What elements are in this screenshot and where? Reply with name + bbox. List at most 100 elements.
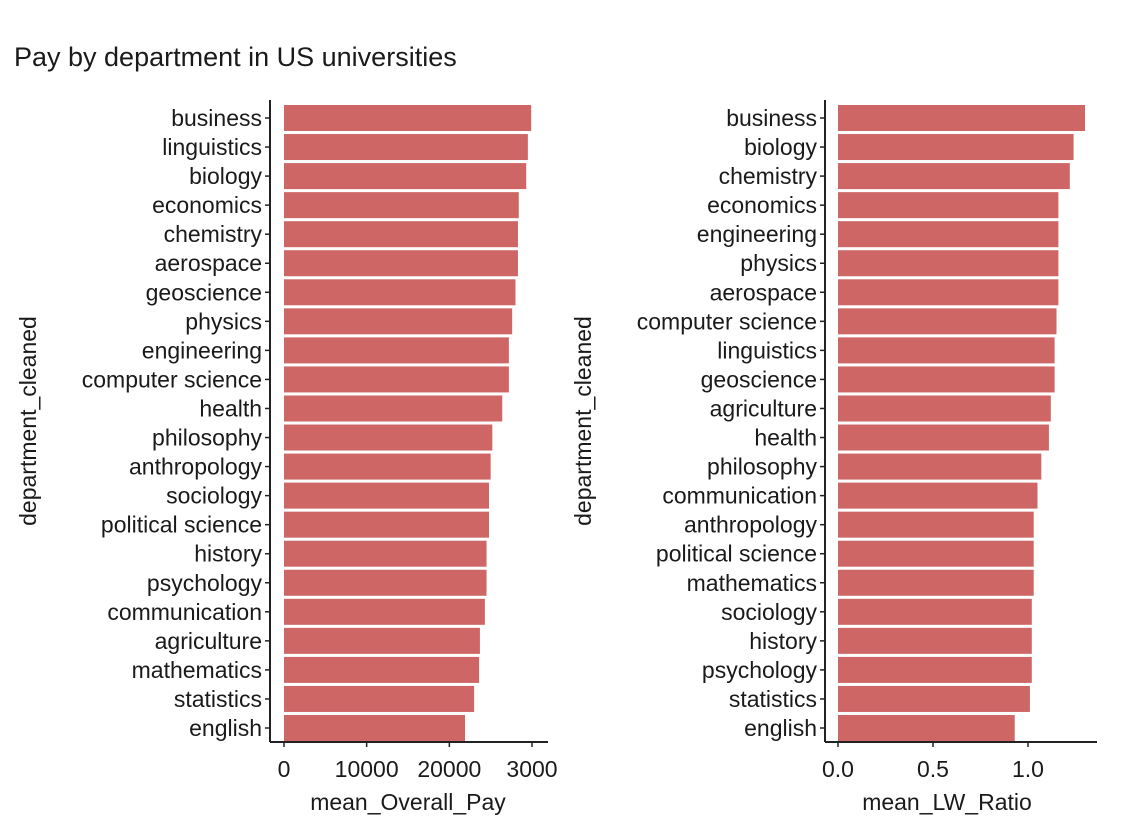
y-tick-label: political science: [656, 541, 817, 567]
y-tick-label: engineering: [142, 337, 262, 363]
bar-agriculture: [284, 627, 480, 654]
x-tick-label: 0.0: [822, 756, 854, 782]
y-tick-label: aerospace: [155, 250, 262, 276]
x-tick-label: 1.0: [1012, 756, 1044, 782]
y-tick-label: geoscience: [146, 279, 262, 305]
y-tick-label: statistics: [174, 686, 262, 712]
bar-business: [284, 105, 532, 131]
y-tick-label: anthropology: [129, 454, 262, 480]
y-tick-label: statistics: [729, 686, 817, 712]
bar-sociology: [838, 598, 1032, 625]
bar-geoscience: [284, 279, 516, 306]
y-tick-label: mathematics: [687, 570, 817, 596]
y-tick-label: psychology: [702, 657, 818, 683]
y-tick-label: psychology: [147, 570, 263, 596]
y-tick-label: business: [171, 105, 262, 131]
y-tick-label: biology: [744, 134, 817, 160]
bar-biology: [284, 163, 527, 190]
bar-aerospace: [838, 279, 1059, 306]
x-axis-title: mean_Overall_Pay: [310, 789, 506, 815]
y-tick-label: engineering: [697, 221, 817, 247]
y-tick-label: chemistry: [164, 221, 263, 247]
bar-political-science: [284, 511, 490, 538]
bar-history: [284, 540, 487, 567]
y-tick-label: english: [744, 715, 817, 741]
bar-agriculture: [838, 395, 1051, 422]
y-tick-label: geoscience: [701, 366, 817, 392]
x-axis-title: mean_LW_Ratio: [862, 789, 1032, 815]
bar-anthropology: [284, 453, 491, 480]
x-tick-label: 20000: [417, 756, 481, 782]
y-tick-label: agriculture: [710, 395, 817, 421]
y-tick-label: anthropology: [684, 512, 817, 538]
bar-health: [284, 395, 503, 422]
bar-linguistics: [284, 134, 528, 161]
bar-business: [838, 105, 1085, 131]
y-tick-label: linguistics: [717, 337, 817, 363]
x-tick-label: 10000: [335, 756, 399, 782]
y-tick-label: physics: [740, 250, 817, 276]
bar-political-science: [838, 540, 1034, 567]
chart-title: Pay by department in US universities: [14, 42, 457, 72]
bar-statistics: [838, 685, 1030, 712]
y-tick-label: computer science: [637, 308, 817, 334]
bar-economics: [838, 192, 1059, 219]
bar-philosophy: [284, 424, 493, 451]
y-tick-label: sociology: [166, 483, 262, 509]
y-tick-label: political science: [101, 512, 262, 538]
bar-physics: [284, 308, 513, 335]
bar-aerospace: [284, 250, 518, 277]
bar-english: [284, 715, 466, 741]
y-tick-label: business: [726, 105, 817, 131]
bar-health: [838, 424, 1049, 451]
bar-communication: [284, 598, 485, 625]
y-tick-label: history: [749, 628, 817, 654]
bar-engineering: [284, 337, 509, 364]
bar-mathematics: [838, 569, 1034, 596]
y-tick-label: mathematics: [132, 657, 262, 683]
bar-mathematics: [284, 656, 480, 683]
y-tick-label: biology: [189, 163, 262, 189]
y-tick-label: physics: [185, 308, 262, 334]
bar-geoscience: [838, 366, 1055, 393]
y-tick-label: chemistry: [719, 163, 818, 189]
y-tick-label: health: [754, 425, 817, 451]
bar-linguistics: [838, 337, 1055, 364]
y-tick-label: economics: [707, 192, 817, 218]
bar-economics: [284, 192, 519, 219]
y-tick-label: agriculture: [155, 628, 262, 654]
y-axis-title: department_cleaned: [15, 316, 41, 526]
bar-computer-science: [838, 308, 1057, 335]
bar-communication: [838, 482, 1038, 509]
y-tick-label: philosophy: [707, 454, 817, 480]
bar-english: [838, 715, 1015, 741]
bar-engineering: [838, 221, 1059, 248]
x-tick-label: 0.5: [917, 756, 949, 782]
y-tick-label: communication: [662, 483, 817, 509]
y-tick-label: english: [189, 715, 262, 741]
bar-biology: [838, 134, 1074, 161]
y-tick-label: sociology: [721, 599, 817, 625]
bar-psychology: [284, 569, 487, 596]
y-tick-label: health: [199, 395, 262, 421]
bar-history: [838, 627, 1032, 654]
bar-sociology: [284, 482, 490, 509]
y-tick-label: history: [194, 541, 262, 567]
bar-computer-science: [284, 366, 509, 393]
y-tick-label: communication: [107, 599, 262, 625]
bar-psychology: [838, 656, 1032, 683]
bar-philosophy: [838, 453, 1042, 480]
x-tick-label: 3000: [506, 756, 557, 782]
bar-chemistry: [838, 163, 1070, 190]
bar-physics: [838, 250, 1059, 277]
y-axis-title: department_cleaned: [570, 316, 596, 526]
bar-chemistry: [284, 221, 518, 248]
bar-anthropology: [838, 511, 1034, 538]
y-tick-label: aerospace: [710, 279, 817, 305]
y-tick-label: linguistics: [162, 134, 262, 160]
y-tick-label: economics: [152, 192, 262, 218]
y-tick-label: computer science: [82, 366, 262, 392]
y-tick-label: philosophy: [152, 425, 262, 451]
